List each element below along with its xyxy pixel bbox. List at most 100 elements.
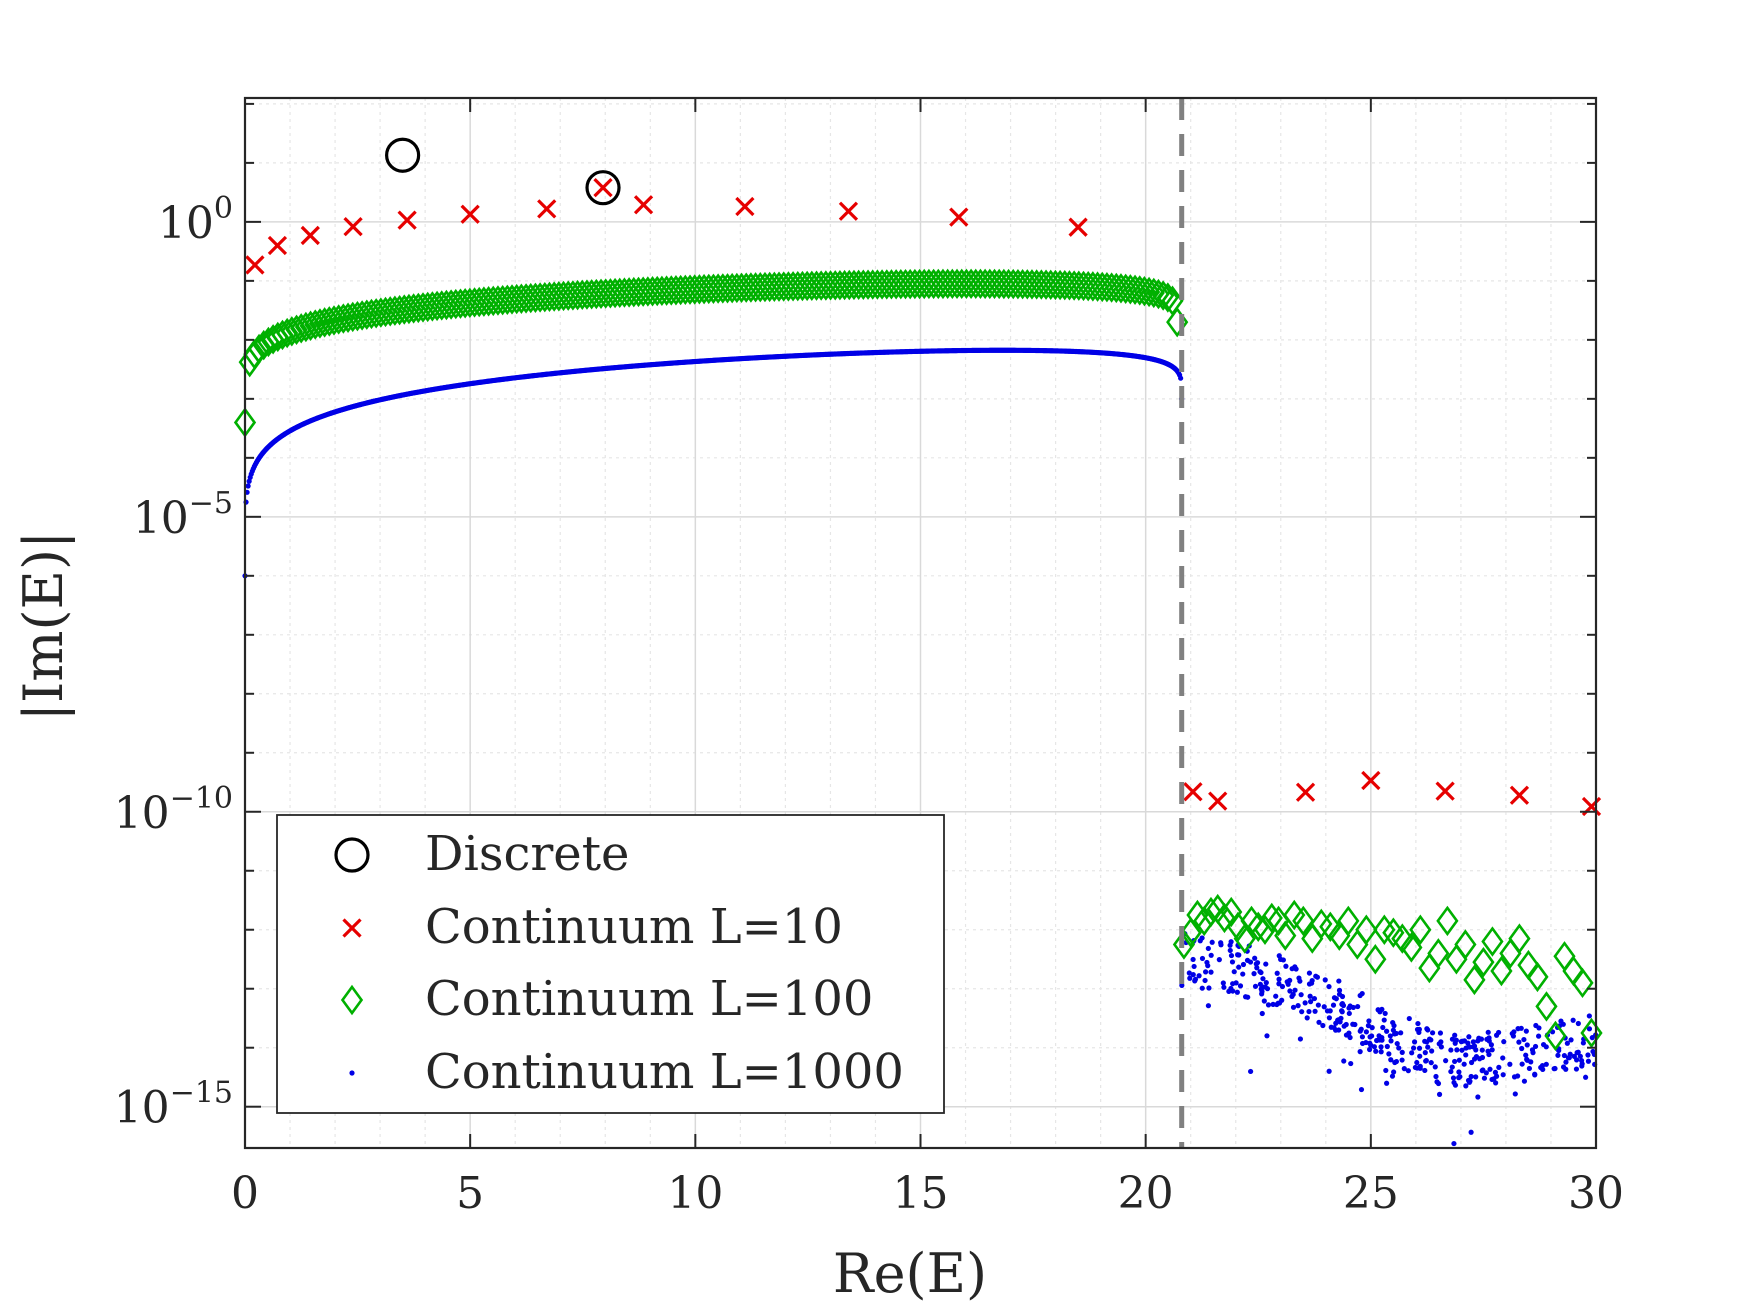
data-point-l1000 xyxy=(1411,1039,1418,1045)
series-continuum-l10 xyxy=(245,178,1602,817)
data-point-l10 xyxy=(343,216,363,237)
data-point-l1000 xyxy=(1468,1129,1474,1135)
data-point-l10 xyxy=(633,195,654,215)
data-point-l100 xyxy=(1133,275,1156,307)
data-point-l1000 xyxy=(1283,963,1289,969)
data-point-l1000 xyxy=(1322,977,1328,983)
data-point-l1000 xyxy=(1422,1038,1428,1044)
legend-marker-continuum-l10 xyxy=(342,918,362,938)
data-point-l1000 xyxy=(1398,1030,1404,1036)
data-point-l1000 xyxy=(1289,966,1295,972)
data-point-l1000 xyxy=(1190,972,1196,978)
data-point-l1000 xyxy=(1489,1076,1495,1083)
data-point-l100 xyxy=(1292,905,1315,937)
data-point-l10 xyxy=(1295,782,1316,802)
data-point-l1000 xyxy=(1220,980,1226,986)
data-point-l1000 xyxy=(1507,1061,1513,1067)
data-point-l1000 xyxy=(1492,1069,1499,1075)
data-point-l1000 xyxy=(1583,1074,1589,1080)
x-stroke xyxy=(1295,782,1316,802)
data-point-l1000 xyxy=(245,483,251,489)
data-point-l1000 xyxy=(1178,375,1184,381)
data-point-l1000 xyxy=(1343,1021,1349,1028)
x-tick-label: 10 xyxy=(667,1168,723,1219)
data-point-l1000 xyxy=(1287,988,1293,994)
data-point-l100 xyxy=(1481,926,1504,957)
data-point-l1000 xyxy=(1558,1018,1564,1024)
data-point-l1000 xyxy=(1389,1073,1396,1079)
data-point-l1000 xyxy=(1580,1040,1586,1046)
y-tick-exponent: −15 xyxy=(170,1076,233,1111)
x-stroke xyxy=(735,196,755,217)
data-point-l1000 xyxy=(1263,980,1269,986)
data-point-l1000 xyxy=(1416,1029,1422,1036)
data-point-l1000 xyxy=(1276,953,1282,959)
data-point-l1000 xyxy=(1237,983,1244,989)
data-point-l100 xyxy=(1213,902,1236,934)
data-point-l1000 xyxy=(1433,1073,1439,1080)
data-point-l1000 xyxy=(1452,1032,1458,1038)
data-point-l1000 xyxy=(1473,1074,1479,1080)
data-point-l1000 xyxy=(1377,1037,1383,1043)
data-point-l100 xyxy=(1156,282,1179,313)
data-point-l1000 xyxy=(1326,1068,1332,1074)
data-point-l1000 xyxy=(1336,978,1342,984)
data-point-l1000 xyxy=(1518,1025,1524,1031)
data-point-l10 xyxy=(1509,785,1530,805)
series-continuum-l1000 xyxy=(242,347,1599,1147)
x-stroke xyxy=(537,199,557,219)
data-point-l100 xyxy=(1427,938,1450,969)
data-point-l1000 xyxy=(1234,989,1240,995)
data-point-l1000 xyxy=(1477,1056,1483,1062)
data-point-l1000 xyxy=(1205,1003,1212,1009)
data-point-l1000 xyxy=(1524,1056,1530,1062)
data-point-l1000 xyxy=(1392,1059,1398,1066)
data-point-l1000 xyxy=(1343,1032,1350,1038)
x-tick-label: 5 xyxy=(456,1168,484,1219)
data-point-l1000 xyxy=(1417,1053,1423,1059)
data-point-l10 xyxy=(300,225,320,246)
data-point-l1000 xyxy=(1585,1058,1592,1064)
x-axis-label: Re(E) xyxy=(833,1242,987,1305)
data-point-l1000 xyxy=(1348,1060,1354,1067)
data-point-l1000 xyxy=(1532,1043,1539,1050)
data-point-l1000 xyxy=(1265,1002,1272,1008)
data-point-l1000 xyxy=(1399,1049,1405,1055)
data-point-l1000 xyxy=(1443,1058,1449,1064)
data-point-l1000 xyxy=(1422,1067,1428,1074)
data-point-l10 xyxy=(245,255,265,275)
data-point-l100 xyxy=(1391,923,1414,954)
data-point-l1000 xyxy=(1295,1002,1301,1009)
data-point-l1000 xyxy=(1551,1066,1557,1072)
data-point-l100 xyxy=(243,338,266,370)
x-stroke xyxy=(633,195,654,215)
data-point-l100 xyxy=(1580,1017,1603,1049)
data-point-l1000 xyxy=(1236,952,1242,958)
data-point-l1000 xyxy=(1367,1040,1373,1046)
legend-dot-marker xyxy=(349,1070,355,1076)
x-stroke xyxy=(342,918,362,938)
data-point-l1000 xyxy=(1401,1066,1407,1072)
y-tick-exponent: −5 xyxy=(189,486,233,521)
data-point-l1000 xyxy=(1384,1080,1390,1086)
data-point-l1000 xyxy=(1485,1029,1491,1035)
data-point-l100 xyxy=(1039,269,1062,300)
data-point-l10 xyxy=(267,235,288,256)
data-point-l1000 xyxy=(1205,963,1211,969)
data-point-l1000 xyxy=(1251,971,1257,977)
data-point-l1000 xyxy=(1355,1003,1361,1010)
data-point-l100 xyxy=(1310,908,1333,940)
data-point-l100 xyxy=(1193,905,1216,937)
data-point-l1000 xyxy=(1459,1038,1465,1044)
y-tick-label: 10−10 xyxy=(114,781,233,839)
data-point-l100 xyxy=(1048,269,1072,301)
data-point-l10 xyxy=(397,210,417,230)
x-stroke xyxy=(1361,770,1381,791)
data-point-l100 xyxy=(1053,269,1076,301)
data-point-l100 xyxy=(1553,941,1576,972)
data-point-l1000 xyxy=(1297,978,1303,984)
data-point-l1000 xyxy=(1523,1052,1529,1058)
data-point-l1000 xyxy=(1384,1028,1390,1034)
data-point-l1000 xyxy=(1410,1045,1417,1051)
data-point-l1000 xyxy=(1392,1031,1398,1037)
